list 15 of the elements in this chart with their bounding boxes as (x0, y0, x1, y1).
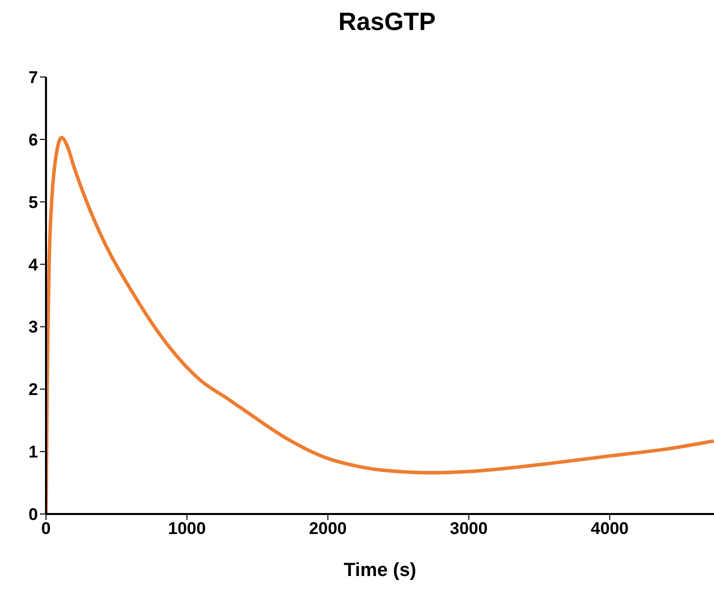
x-axis-title: Time (s) (344, 560, 416, 581)
y-tick-label: 3 (28, 318, 38, 337)
chart-title: RasGTP (337, 8, 437, 37)
y-tick-label: 1 (28, 442, 38, 462)
y-tick-label: 5 (28, 192, 38, 212)
y-tick-label: 4 (28, 255, 39, 274)
y-tick-label: 6 (28, 130, 38, 150)
y-tick-label: 2 (28, 380, 38, 400)
x-tick-label: 4000 (590, 519, 629, 538)
x-tick-label: 3000 (450, 519, 488, 538)
x-tick-label: 1000 (168, 519, 206, 538)
x-tick-label: 0 (41, 519, 51, 538)
y-tick-label: 0 (28, 505, 38, 524)
y-tick-label: 7 (28, 68, 38, 88)
x-tick-label: 2000 (308, 519, 347, 538)
